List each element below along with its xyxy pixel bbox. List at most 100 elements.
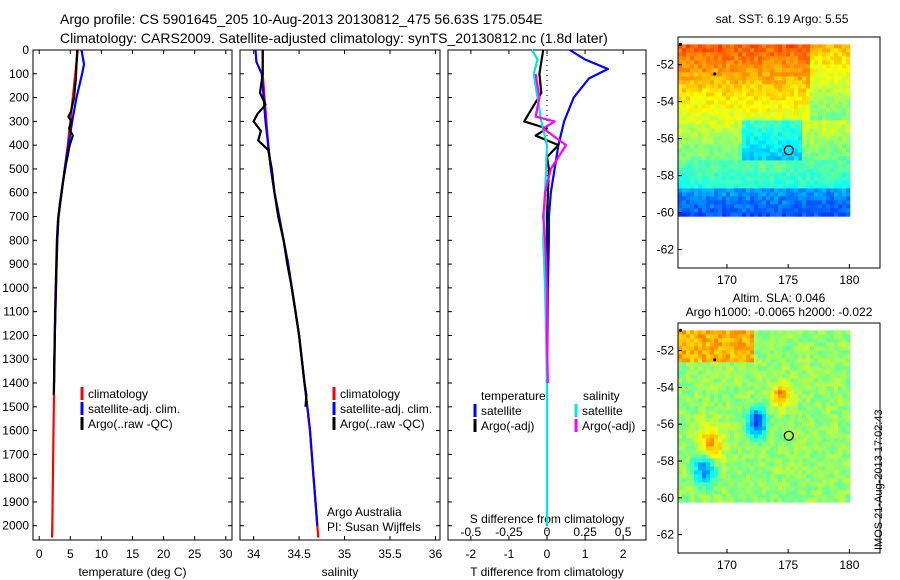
heatmap-cell (742, 160, 747, 165)
heatmap-cell (826, 188, 831, 193)
heatmap-cell (846, 390, 851, 395)
heatmap-cell (814, 212, 819, 217)
heatmap-cell (742, 334, 747, 339)
heatmap-cell (834, 52, 839, 57)
heatmap-cell (774, 100, 779, 105)
heatmap-cell (790, 390, 795, 395)
heatmap-cell (846, 108, 851, 113)
heatmap-cell (826, 196, 831, 201)
heatmap-cell (702, 144, 707, 149)
heatmap-cell (726, 100, 731, 105)
heatmap-cell (798, 168, 803, 173)
heatmap-cell (746, 96, 751, 101)
heatmap-cell (802, 466, 807, 471)
heatmap-cell (790, 168, 795, 173)
heatmap-cell (786, 172, 791, 177)
heatmap-cell (690, 422, 695, 427)
heatmap-cell (694, 346, 699, 351)
heatmap-cell (770, 458, 775, 463)
heatmap-cell (766, 160, 771, 165)
heatmap-cell (722, 64, 727, 69)
heatmap-cell (818, 398, 823, 403)
heatmap-cell (746, 462, 751, 467)
heatmap-cell (818, 160, 823, 165)
heatmap-cell (830, 426, 835, 431)
heatmap-cell (830, 116, 835, 121)
heatmap-cell (806, 168, 811, 173)
heatmap-cell (718, 470, 723, 475)
heatmap-cell (786, 132, 791, 137)
heatmap-cell (786, 466, 791, 471)
heatmap-cell (734, 120, 739, 125)
heatmap-cell (798, 124, 803, 129)
heatmap-cell (802, 486, 807, 491)
heatmap-cell (798, 80, 803, 85)
heatmap-cell (698, 494, 703, 499)
heatmap-cell (838, 132, 843, 137)
heatmap-cell (762, 180, 767, 185)
heatmap-cell (838, 176, 843, 181)
heatmap-cell (726, 152, 731, 157)
heatmap-cell (834, 84, 839, 89)
argo-position-marker (783, 430, 794, 441)
heatmap-cell (774, 84, 779, 89)
heatmap-cell (698, 104, 703, 109)
heatmap-cell (710, 442, 715, 447)
heatmap-cell (778, 168, 783, 173)
heatmap-cell (678, 402, 683, 407)
heatmap-cell (758, 112, 763, 117)
heatmap-cell (726, 64, 731, 69)
heatmap-cell (750, 414, 755, 419)
heatmap-cell (834, 466, 839, 471)
heatmap-cell (742, 68, 747, 73)
heatmap-cell (838, 124, 843, 129)
heatmap-cell (790, 108, 795, 113)
heatmap-cell (822, 148, 827, 153)
heatmap-cell (778, 84, 783, 89)
heatmap-cell (786, 426, 791, 431)
heatmap-cell (814, 498, 819, 503)
heatmap-cell (834, 92, 839, 97)
heatmap-cell (814, 104, 819, 109)
heatmap-cell (770, 48, 775, 53)
heatmap-cell (750, 342, 755, 347)
heatmap-cell (826, 132, 831, 137)
heatmap-cell (706, 470, 711, 475)
heatmap-cell (830, 350, 835, 355)
heatmap-cell (826, 96, 831, 101)
heatmap-cell (782, 136, 787, 141)
heatmap-cell (842, 180, 847, 185)
heatmap-cell (766, 100, 771, 105)
heatmap-cell (726, 358, 731, 363)
heatmap-cell (762, 466, 767, 471)
heatmap-cell (750, 72, 755, 77)
heatmap-cell (770, 168, 775, 173)
heatmap-cell (770, 350, 775, 355)
heatmap-cell (802, 462, 807, 467)
heatmap-cell (710, 60, 715, 65)
heatmap-cell (846, 120, 851, 125)
heatmap-cell (678, 366, 683, 371)
heatmap-cell (698, 382, 703, 387)
heatmap-cell (678, 482, 683, 487)
heatmap-cell (698, 418, 703, 423)
heatmap-cell (830, 494, 835, 499)
heatmap-cell (722, 394, 727, 399)
heatmap-cell (782, 160, 787, 165)
heatmap-cell (694, 64, 699, 69)
heatmap-cell (778, 410, 783, 415)
heatmap-cell (790, 92, 795, 97)
heatmap-cell (758, 184, 763, 189)
heatmap-cell (830, 68, 835, 73)
heatmap-cell (698, 398, 703, 403)
heatmap-cell (786, 116, 791, 121)
heatmap-cell (754, 478, 759, 483)
heatmap-cell (818, 498, 823, 503)
heatmap-cell (678, 104, 683, 109)
heatmap-cell (842, 120, 847, 125)
heatmap-cell (842, 442, 847, 447)
heatmap-cell (798, 386, 803, 391)
heatmap-cell (738, 80, 743, 85)
heatmap-cell (838, 362, 843, 367)
heatmap-cell (694, 482, 699, 487)
